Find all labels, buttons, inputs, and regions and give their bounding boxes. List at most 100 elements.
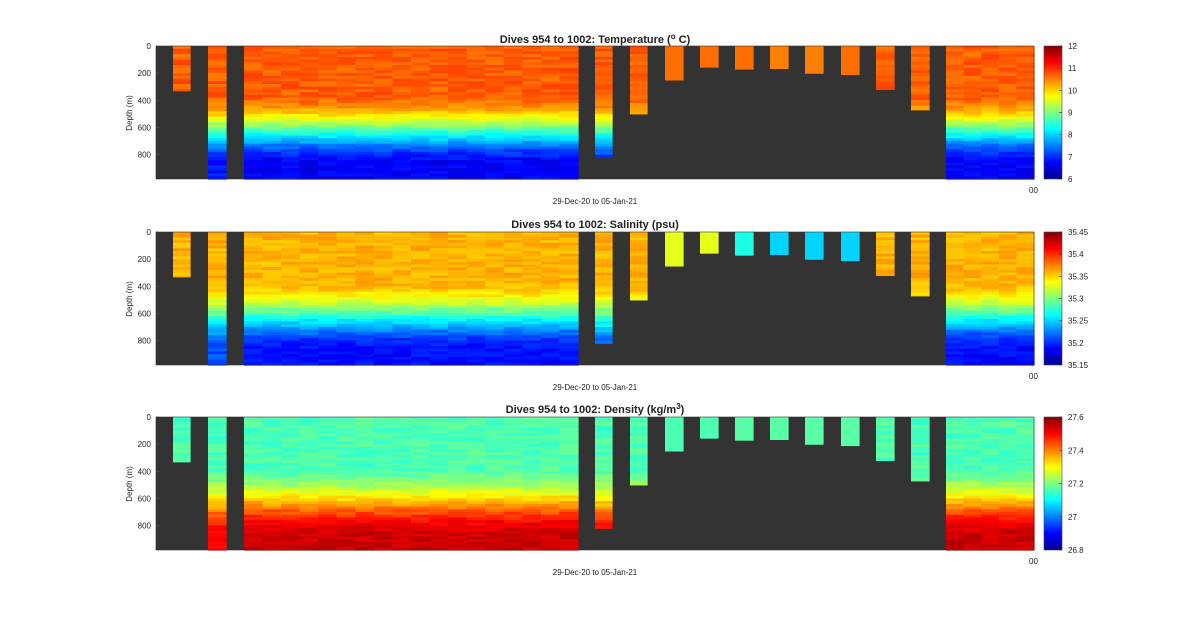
heatmap-cell: [429, 154, 449, 158]
heatmap-cell: [503, 100, 523, 104]
heatmap-cell: [1016, 97, 1035, 101]
heatmap-cell: [876, 78, 895, 82]
heatmap-cell: [946, 143, 965, 148]
heatmap-cell: [392, 501, 412, 505]
heatmap-cell: [981, 544, 1000, 548]
heatmap-cell: [281, 92, 301, 96]
heatmap-cell: [630, 97, 648, 101]
heatmap-cell: [281, 332, 301, 336]
heatmap-cell: [411, 525, 431, 529]
heatmap-cell: [355, 484, 375, 489]
heatmap-cell: [981, 67, 1000, 72]
heatmap-cell: [665, 264, 684, 267]
heatmap-cell: [429, 237, 449, 241]
heatmap-cell: [208, 119, 227, 123]
heatmap-cell: [630, 479, 648, 483]
heatmap-cell: [244, 343, 264, 347]
heatmap-cell: [595, 324, 613, 328]
heatmap-cell: [299, 474, 319, 478]
heatmap-cell: [208, 427, 227, 432]
heatmap-cell: [299, 146, 319, 150]
heatmap-cell: [841, 56, 860, 61]
heatmap-cell: [485, 318, 505, 323]
heatmap-cell: [466, 275, 486, 279]
heatmap-cell: [355, 67, 375, 72]
heatmap-cell: [981, 503, 1000, 508]
heatmap-cell: [911, 48, 930, 53]
heatmap-cell: [411, 160, 431, 164]
heatmap-cell: [522, 168, 542, 172]
heatmap-cell: [466, 168, 486, 172]
heatmap-cell: [392, 520, 412, 524]
heatmap-cell: [392, 157, 412, 161]
heatmap-cell: [1016, 294, 1035, 298]
heatmap-cell: [244, 261, 264, 266]
heatmap-cell: [466, 417, 486, 421]
heatmap-cell: [963, 539, 982, 543]
heatmap-cell: [876, 417, 895, 421]
heatmap-cell: [244, 528, 264, 532]
heatmap-cell: [503, 245, 523, 249]
heatmap-cell: [466, 108, 486, 112]
heatmap-cell: [208, 297, 227, 301]
heatmap-cell: [299, 291, 319, 296]
colorbar-tick-label: 27.4: [1068, 446, 1084, 455]
heatmap-cell: [208, 122, 227, 126]
heatmap-cell: [173, 248, 191, 252]
heatmap-cell: [355, 302, 375, 306]
heatmap-cell: [630, 62, 648, 66]
heatmap-cell: [998, 452, 1017, 456]
heatmap-cell: [355, 525, 375, 529]
heatmap-cell: [373, 417, 394, 421]
heatmap-cell: [1016, 541, 1035, 546]
heatmap-cell: [540, 94, 561, 99]
heatmap-cell: [299, 297, 319, 301]
heatmap-cell: [876, 444, 895, 448]
heatmap-cell: [963, 122, 982, 126]
heatmap-cell: [522, 474, 542, 478]
heatmap-cell: [448, 430, 468, 434]
heatmap-cell: [540, 170, 561, 175]
heatmap-cell: [735, 253, 754, 256]
heatmap-cell: [559, 427, 579, 432]
heatmap-cell: [411, 362, 431, 366]
heatmap-cell: [876, 251, 895, 255]
heatmap-cell: [665, 446, 684, 451]
heatmap-cell: [429, 362, 449, 366]
heatmap-cell: [262, 248, 282, 252]
heatmap-cell: [998, 324, 1017, 328]
heatmap-cell: [735, 430, 754, 434]
heatmap-cell: [998, 449, 1017, 453]
heatmap-cell: [411, 417, 431, 421]
heatmap-cell: [355, 97, 375, 101]
heatmap-cell: [466, 433, 486, 437]
heatmap-cell: [503, 493, 523, 497]
heatmap-cell: [998, 335, 1017, 339]
heatmap-cell: [770, 248, 789, 252]
heatmap-cell: [244, 332, 264, 336]
heatmap-cell: [1016, 356, 1035, 361]
heatmap-cell: [665, 441, 684, 445]
heatmap-cell: [448, 75, 468, 80]
heatmap-cell: [876, 46, 895, 50]
heatmap-cell: [262, 436, 282, 440]
heatmap-cell: [429, 151, 449, 156]
heatmap-cell: [595, 261, 613, 266]
heatmap-cell: [946, 165, 965, 169]
heatmap-cell: [244, 289, 264, 293]
heatmap-cell: [299, 242, 319, 247]
heatmap-cell: [522, 329, 542, 334]
heatmap-cell: [448, 544, 468, 548]
heatmap-cell: [392, 116, 412, 120]
heatmap-cell: [559, 444, 579, 448]
heatmap-cell: [522, 444, 542, 448]
heatmap-cell: [262, 509, 282, 513]
heatmap-cell: [595, 89, 613, 93]
heatmap-cell: [411, 493, 431, 497]
heatmap-cell: [355, 259, 375, 263]
heatmap-cell: [805, 65, 824, 69]
heatmap-cell: [262, 242, 282, 247]
heatmap-cell: [466, 547, 486, 551]
heatmap-cell: [466, 259, 486, 263]
heatmap-cell: [299, 234, 319, 239]
